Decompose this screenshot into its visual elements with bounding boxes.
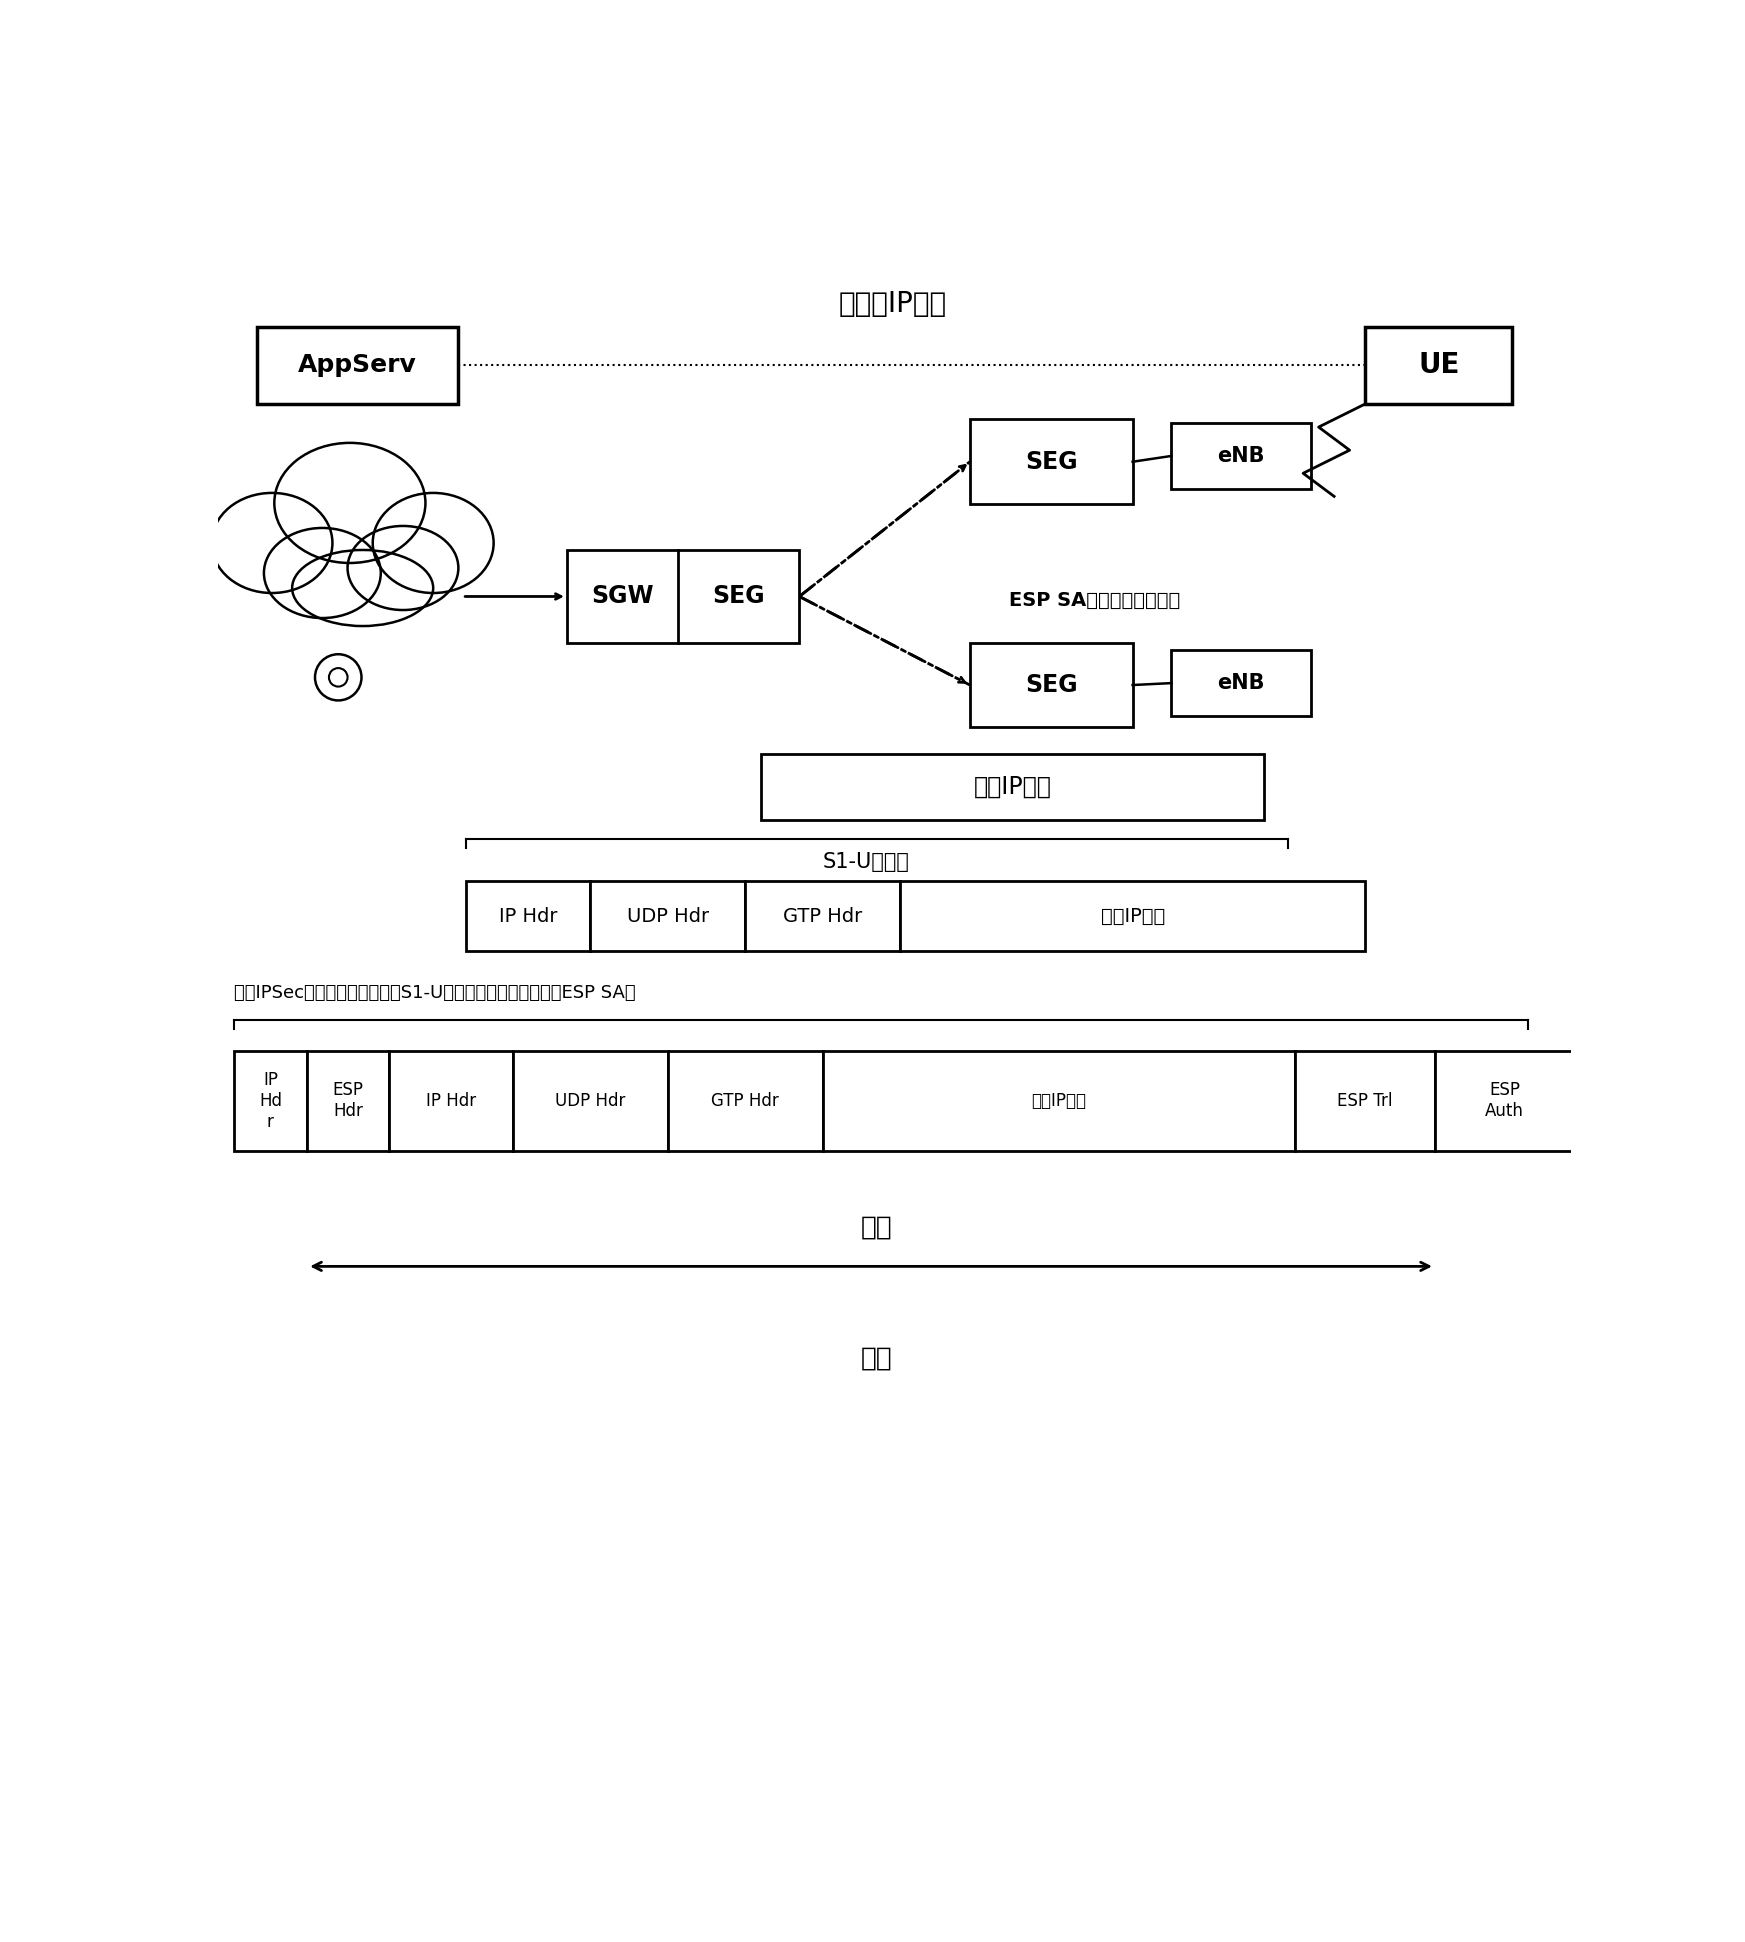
Text: IP
Hd
r: IP Hd r: [258, 1072, 283, 1130]
Text: ESP
Hdr: ESP Hdr: [333, 1082, 363, 1121]
Bar: [307, 1051, 389, 1152]
Bar: [1365, 326, 1513, 404]
Circle shape: [330, 668, 347, 687]
Text: IP Hdr: IP Hdr: [426, 1091, 476, 1109]
Bar: [970, 643, 1133, 728]
Text: SEG: SEG: [1024, 674, 1078, 697]
Text: GTP Hdr: GTP Hdr: [712, 1091, 778, 1109]
Bar: [389, 1051, 513, 1152]
Ellipse shape: [291, 550, 433, 625]
Bar: [822, 1051, 1295, 1152]
Text: SEG: SEG: [712, 585, 766, 608]
Bar: [234, 1051, 307, 1152]
Text: eNB: eNB: [1218, 447, 1265, 466]
Ellipse shape: [263, 528, 380, 618]
Text: 加密: 加密: [860, 1216, 893, 1241]
Ellipse shape: [373, 493, 494, 592]
Text: 端对端IP路径: 端对端IP路径: [838, 289, 946, 318]
Text: SGW: SGW: [592, 585, 654, 608]
Bar: [1434, 1051, 1574, 1152]
Text: UE: UE: [1419, 352, 1459, 379]
Text: SEG: SEG: [1024, 451, 1078, 474]
Bar: [466, 882, 590, 952]
Ellipse shape: [211, 493, 333, 592]
Bar: [567, 550, 799, 643]
Text: ESP
Auth: ESP Auth: [1485, 1082, 1523, 1121]
Circle shape: [316, 654, 361, 701]
Text: IP Hdr: IP Hdr: [499, 907, 557, 926]
Text: UDP Hdr: UDP Hdr: [555, 1091, 625, 1109]
Bar: [1171, 423, 1310, 489]
Text: 原始IP分组: 原始IP分组: [1031, 1091, 1087, 1109]
Text: ESP Trl: ESP Trl: [1337, 1091, 1393, 1109]
Ellipse shape: [347, 526, 459, 610]
Bar: [513, 1051, 668, 1152]
Text: 原始IP分组: 原始IP分组: [1101, 907, 1164, 926]
Text: AppServ: AppServ: [298, 353, 417, 377]
Text: 具有IPSec首部和尾部的加密的S1-U数据报（在隊道模式下的ESP SA）: 具有IPSec首部和尾部的加密的S1-U数据报（在隊道模式下的ESP SA）: [234, 985, 635, 1002]
Bar: [761, 753, 1265, 820]
Bar: [1295, 1051, 1434, 1152]
Text: 原始IP分组: 原始IP分组: [974, 775, 1052, 798]
Text: GTP Hdr: GTP Hdr: [784, 907, 862, 926]
Text: 鉴别: 鉴别: [860, 1346, 893, 1371]
Bar: [745, 882, 900, 952]
Bar: [668, 1051, 822, 1152]
Bar: [900, 882, 1365, 952]
Text: eNB: eNB: [1218, 674, 1265, 693]
Bar: [1171, 651, 1310, 717]
Bar: [970, 419, 1133, 505]
Text: S1-U数据报: S1-U数据报: [822, 853, 909, 872]
Text: UDP Hdr: UDP Hdr: [626, 907, 708, 926]
Ellipse shape: [274, 443, 426, 563]
Bar: [590, 882, 745, 952]
Bar: [257, 326, 459, 404]
Text: ESP SA（在隊道模式下）: ESP SA（在隊道模式下）: [1009, 590, 1180, 610]
